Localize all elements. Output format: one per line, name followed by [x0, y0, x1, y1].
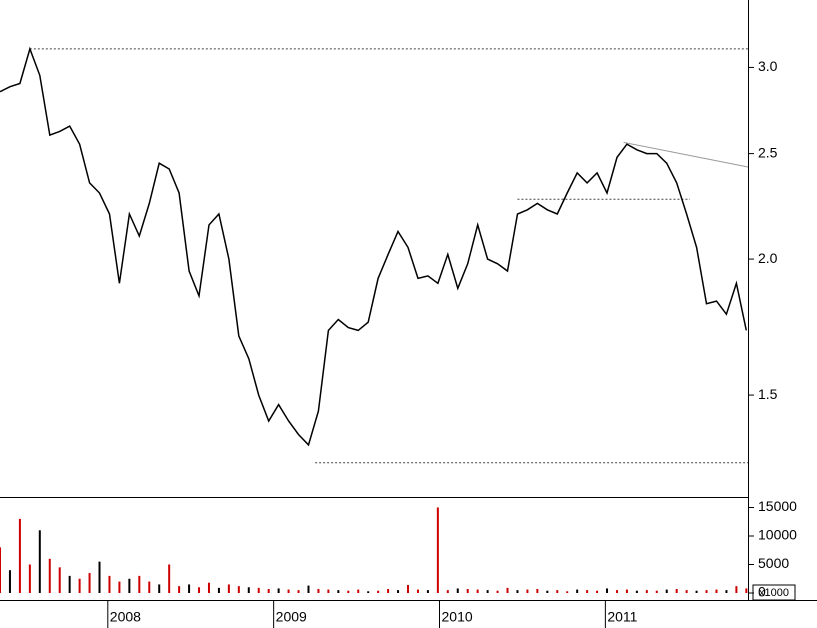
- volume-bar: [566, 591, 569, 593]
- volume-bar: [606, 588, 609, 593]
- volume-bar: [0, 547, 1, 593]
- volume-bar: [247, 587, 250, 593]
- volume-bar: [327, 589, 330, 593]
- volume-bar: [506, 587, 509, 593]
- volume-bar: [536, 588, 539, 593]
- volume-bar: [655, 590, 658, 593]
- volume-bar: [526, 589, 529, 593]
- y-tick-label: 15000: [758, 498, 797, 514]
- volume-bar: [188, 584, 191, 593]
- volume-bar: [635, 590, 638, 593]
- volume-bar: [198, 587, 201, 593]
- volume-bar: [456, 588, 459, 593]
- x-tick-label: 2011: [607, 609, 637, 625]
- y-tick-label: 1.5: [758, 386, 778, 402]
- volume-bar: [158, 584, 161, 593]
- y-tick-label: 2.0: [758, 250, 778, 266]
- volume-bar: [397, 590, 400, 593]
- volume-bar: [38, 530, 41, 593]
- volume-bar: [148, 581, 151, 593]
- volume-bar: [615, 590, 618, 593]
- volume-bar: [416, 589, 419, 593]
- volume-bar: [466, 588, 469, 593]
- volume-bar: [78, 578, 81, 593]
- volume-bar: [446, 590, 449, 593]
- volume-bar: [48, 558, 51, 593]
- volume-bar: [297, 590, 300, 593]
- volume-bar: [58, 567, 61, 593]
- volume-bar: [596, 590, 599, 593]
- volume-bar: [546, 590, 549, 593]
- volume-bar: [207, 582, 210, 593]
- volume-bar: [516, 590, 519, 593]
- volume-bar: [317, 588, 320, 593]
- volume-bar: [8, 570, 11, 593]
- y-tick-label: 0: [758, 584, 766, 600]
- volume-bar: [168, 564, 171, 593]
- x-tick-label: 2009: [276, 609, 307, 625]
- volume-bar: [665, 589, 668, 593]
- volume-bar: [347, 590, 350, 593]
- volume-bar: [576, 589, 579, 593]
- x-tick-label: 2008: [110, 609, 141, 625]
- volume-bar: [138, 575, 141, 593]
- volume-bar: [237, 586, 240, 593]
- volume-bar: [98, 561, 101, 593]
- volume-bar: [217, 587, 220, 593]
- volume-bar: [407, 585, 409, 593]
- volume-bar: [486, 590, 489, 593]
- x-tick-label: 2010: [442, 609, 473, 625]
- volume-bar: [436, 507, 439, 593]
- volume-bar: [685, 590, 688, 593]
- volume-bar: [337, 590, 340, 593]
- volume-bar: [695, 590, 698, 593]
- volume-bar: [426, 590, 429, 593]
- price-line: [0, 46, 748, 447]
- volume-bar: [715, 589, 718, 593]
- trend-line: [623, 141, 749, 168]
- volume-bar: [287, 589, 290, 593]
- volume-bar: [227, 584, 230, 593]
- volume-bar: [625, 589, 628, 593]
- volume-bar: [496, 590, 499, 593]
- volume-bar: [705, 590, 708, 593]
- y-tick-label: 3.0: [758, 58, 778, 74]
- volume-bar: [745, 588, 748, 593]
- volume-bar: [645, 590, 648, 593]
- volume-bar: [28, 564, 31, 593]
- volume-bar: [257, 587, 260, 593]
- volume-bar: [556, 590, 559, 593]
- volume-bar: [118, 581, 121, 593]
- y-tick-label: 2.5: [758, 144, 778, 160]
- volume-bar: [178, 586, 181, 593]
- volume-bar: [307, 585, 310, 593]
- volume-bar: [675, 588, 678, 593]
- volume-bar: [387, 588, 390, 593]
- volume-bar: [357, 589, 360, 593]
- volume-bar: [68, 575, 71, 593]
- volume-bar: [267, 588, 270, 593]
- volume-bar: [108, 575, 111, 593]
- volume-bar: [586, 590, 589, 593]
- volume-bar: [725, 590, 728, 593]
- y-tick-label: 5000: [758, 555, 789, 571]
- volume-bar: [277, 588, 280, 593]
- unit-label: x1000: [759, 587, 789, 599]
- volume-bar: [367, 591, 370, 593]
- volume-bar: [128, 578, 131, 593]
- volume-bar: [476, 589, 479, 593]
- volume-bar: [735, 586, 738, 593]
- volume-bar: [88, 573, 91, 593]
- volume-bar: [18, 518, 21, 593]
- y-tick-label: 10000: [758, 527, 797, 543]
- volume-bar: [377, 590, 380, 593]
